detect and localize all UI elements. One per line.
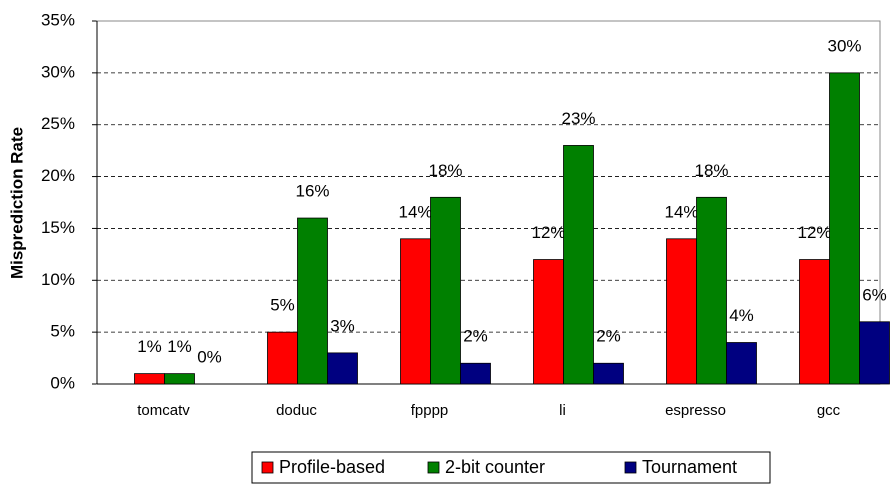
value-label: 12% [797, 223, 831, 242]
bar [799, 259, 830, 385]
bar [164, 373, 195, 385]
y-axis-title: Misprediction Rate [7, 127, 26, 279]
bar [533, 259, 564, 385]
value-label: 12% [531, 223, 565, 242]
bar [460, 362, 491, 385]
bar [666, 238, 697, 385]
bar [297, 217, 328, 385]
bar [696, 196, 727, 385]
y-tick-label: 0% [50, 373, 75, 392]
value-label: 4% [729, 306, 754, 325]
bar [859, 321, 890, 385]
value-label: 18% [694, 161, 728, 180]
bar [726, 342, 757, 385]
value-label: 16% [295, 182, 329, 201]
value-label: 30% [827, 36, 861, 55]
y-tick-label: 30% [41, 62, 75, 81]
x-tick-label: fpppp [411, 402, 449, 419]
value-label: 6% [862, 285, 887, 304]
x-tick-label: tomcatv [137, 402, 190, 419]
y-tick-label: 25% [41, 114, 75, 133]
value-label: 5% [270, 296, 295, 315]
value-label: 1% [137, 337, 162, 356]
y-tick-label: 20% [41, 166, 75, 185]
legend-swatch [624, 461, 637, 474]
y-tick-label: 10% [41, 270, 75, 289]
bar [267, 331, 298, 385]
value-label: 18% [428, 161, 462, 180]
bar [829, 72, 860, 385]
value-label: 14% [664, 202, 698, 221]
bar [327, 352, 358, 385]
y-tick-label: 35% [41, 10, 75, 29]
bar [134, 373, 165, 385]
value-label: 2% [463, 327, 488, 346]
value-label: 0% [197, 347, 222, 366]
legend-label: Profile-based [279, 457, 385, 477]
y-tick-label: 5% [50, 322, 75, 341]
value-label: 3% [330, 316, 355, 335]
value-label: 23% [561, 109, 595, 128]
x-tick-label: gcc [817, 402, 841, 419]
value-label: 1% [167, 337, 192, 356]
bar [593, 362, 624, 385]
bar [430, 196, 461, 385]
value-label: 14% [398, 202, 432, 221]
x-tick-label: li [559, 402, 566, 419]
legend-swatch [427, 461, 440, 474]
legend-swatch [261, 461, 274, 474]
x-tick-label: espresso [665, 402, 726, 419]
bar [400, 238, 431, 385]
legend-label: Tournament [642, 457, 737, 477]
y-tick-label: 15% [41, 218, 75, 237]
bar [563, 145, 594, 385]
x-tick-label: doduc [276, 402, 317, 419]
plot-frame [96, 20, 881, 385]
legend-box [251, 451, 771, 484]
legend-label: 2-bit counter [445, 457, 545, 477]
value-label: 2% [596, 327, 621, 346]
